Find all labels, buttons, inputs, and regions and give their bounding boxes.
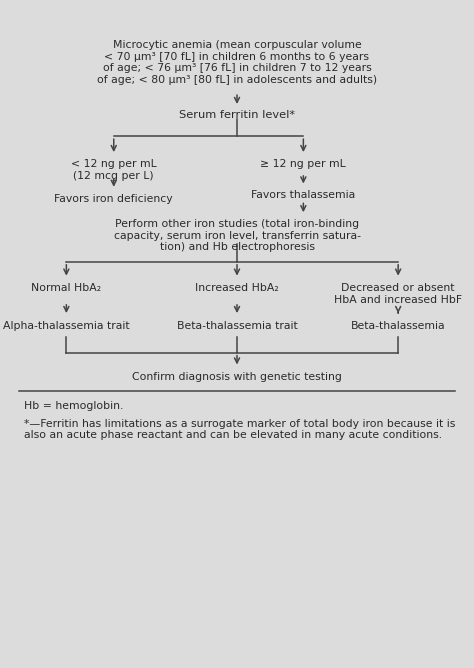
Text: Normal HbA₂: Normal HbA₂ — [31, 283, 101, 293]
Text: Alpha-thalassemia trait: Alpha-thalassemia trait — [3, 321, 130, 331]
Text: Hb = hemoglobin.: Hb = hemoglobin. — [24, 401, 123, 411]
Text: Perform other iron studies (total iron-binding
capacity, serum iron level, trans: Perform other iron studies (total iron-b… — [113, 219, 361, 253]
Text: Favors thalassemia: Favors thalassemia — [251, 190, 356, 200]
Text: < 12 ng per mL
(12 mcg per L): < 12 ng per mL (12 mcg per L) — [71, 159, 156, 180]
Text: Microcytic anemia (mean corpuscular volume
< 70 μm³ [70 fL] in children 6 months: Microcytic anemia (mean corpuscular volu… — [97, 40, 377, 85]
Text: Favors iron deficiency: Favors iron deficiency — [55, 194, 173, 204]
Text: Confirm diagnosis with genetic testing: Confirm diagnosis with genetic testing — [132, 372, 342, 382]
Text: Beta-thalassemia: Beta-thalassemia — [351, 321, 446, 331]
Text: Decreased or absent
HbA and increased HbF: Decreased or absent HbA and increased Hb… — [334, 283, 462, 305]
Text: ≥ 12 ng per mL: ≥ 12 ng per mL — [261, 159, 346, 169]
Text: Beta-thalassemia trait: Beta-thalassemia trait — [177, 321, 297, 331]
Text: Increased HbA₂: Increased HbA₂ — [195, 283, 279, 293]
Text: *—Ferritin has limitations as a surrogate marker of total body iron because it i: *—Ferritin has limitations as a surrogat… — [24, 419, 455, 440]
Text: Serum ferritin level*: Serum ferritin level* — [179, 110, 295, 120]
